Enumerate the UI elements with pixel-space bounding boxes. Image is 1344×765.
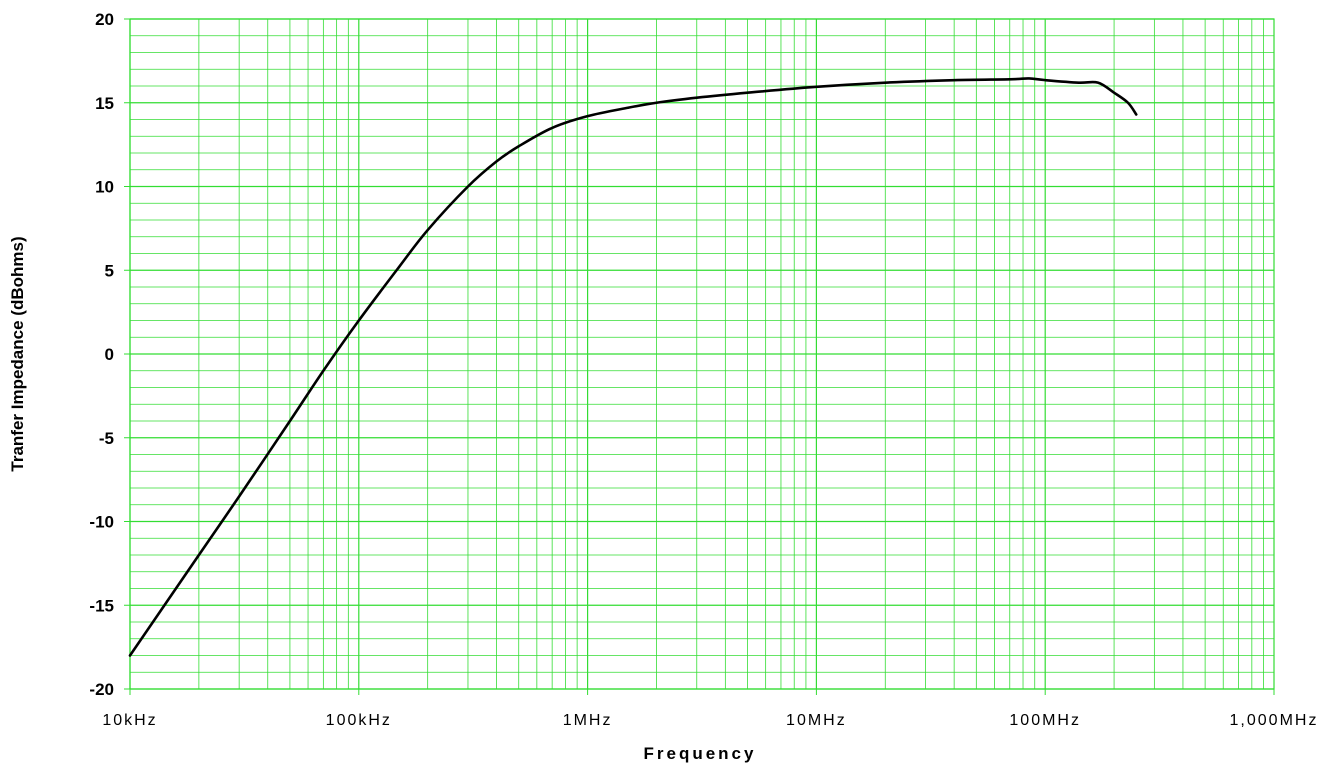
x-tick-label: 100MHz: [1009, 712, 1081, 729]
transfer-impedance-line: [128, 77, 1138, 657]
x-axis-title: Frequency: [644, 744, 757, 763]
y-tick-label: 5: [105, 261, 114, 280]
x-tick-label: 1,000MHz: [1230, 712, 1319, 729]
y-tick-label: 0: [105, 345, 114, 364]
y-tick-label: -10: [89, 513, 114, 532]
x-tick-label: 1MHz: [563, 712, 613, 729]
y-tick-label: -20: [89, 680, 114, 699]
y-tick-label: -15: [89, 596, 114, 615]
x-tick-labels: 10kHz 100kHz 1MHz 10MHz 100MHz 1,000MHz: [102, 689, 1319, 729]
y-tick-label: 15: [95, 94, 114, 113]
y-tick-labels: 20 15 10 5 0 -5 -10 -15 -20: [89, 10, 130, 699]
series: [128, 77, 1138, 657]
y-tick-label: -5: [99, 429, 114, 448]
y-axis-title: Tranfer Impedance (dBohms): [8, 236, 27, 471]
x-tick-label: 10kHz: [102, 712, 157, 729]
y-tick-label: 10: [95, 178, 114, 197]
x-tick-label: 10MHz: [786, 712, 847, 729]
grid: [129, 18, 1274, 690]
x-tick-label: 100kHz: [326, 712, 392, 729]
y-tick-label: 20: [95, 10, 114, 29]
